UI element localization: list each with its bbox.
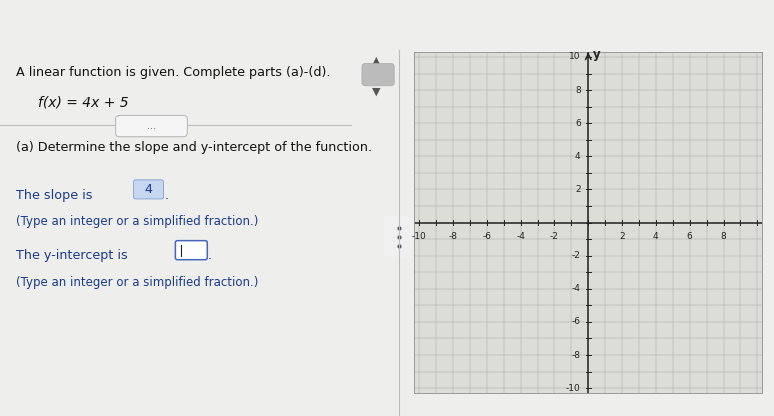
Text: -8: -8	[572, 351, 580, 359]
Text: -2: -2	[572, 251, 580, 260]
Text: ...: ...	[147, 121, 156, 131]
Text: 2: 2	[619, 232, 625, 241]
Text: -2: -2	[550, 232, 559, 241]
Text: 8: 8	[721, 232, 726, 241]
FancyBboxPatch shape	[134, 180, 163, 199]
Text: -10: -10	[566, 384, 580, 393]
Text: -10: -10	[412, 232, 426, 241]
Text: -4: -4	[516, 232, 525, 241]
FancyBboxPatch shape	[115, 116, 187, 137]
Text: -6: -6	[572, 317, 580, 327]
FancyBboxPatch shape	[382, 214, 415, 260]
Text: 2: 2	[575, 185, 580, 194]
Text: 6: 6	[575, 119, 580, 128]
Text: 4: 4	[144, 183, 152, 196]
Text: -8: -8	[448, 232, 457, 241]
Text: 4: 4	[653, 232, 659, 241]
Text: .: .	[207, 250, 211, 262]
Text: y: y	[592, 48, 600, 61]
Text: .: .	[164, 189, 169, 202]
Text: 8: 8	[575, 86, 580, 94]
Text: (Type an integer or a simplified fraction.): (Type an integer or a simplified fractio…	[16, 215, 259, 228]
Text: ▼: ▼	[372, 87, 381, 97]
Text: The slope is: The slope is	[16, 189, 97, 202]
Text: f(x) = 4x + 5: f(x) = 4x + 5	[38, 96, 128, 110]
Text: A linear function is given. Complete parts (a)-(d).: A linear function is given. Complete par…	[16, 67, 330, 79]
Text: -6: -6	[482, 232, 491, 241]
Text: The y-intercept is: The y-intercept is	[16, 250, 132, 262]
FancyBboxPatch shape	[362, 64, 394, 86]
Text: 10: 10	[569, 52, 580, 62]
Text: (a) Determine the slope and y-intercept of the function.: (a) Determine the slope and y-intercept …	[16, 141, 372, 154]
Text: 4: 4	[575, 152, 580, 161]
Text: ▲: ▲	[372, 56, 381, 66]
Text: -4: -4	[572, 284, 580, 293]
FancyBboxPatch shape	[176, 240, 207, 260]
Text: (Type an integer or a simplified fraction.): (Type an integer or a simplified fractio…	[16, 276, 259, 289]
Text: 6: 6	[687, 232, 693, 241]
